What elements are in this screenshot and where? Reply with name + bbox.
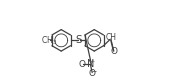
Text: CH: CH (105, 33, 116, 42)
Text: O: O (79, 60, 86, 69)
Text: +: + (90, 59, 95, 65)
Text: CH$_3$: CH$_3$ (41, 34, 57, 47)
Text: S: S (76, 35, 82, 45)
Text: O: O (111, 47, 118, 56)
Text: −: − (91, 69, 97, 74)
Text: O: O (89, 69, 96, 78)
Text: N: N (87, 59, 94, 69)
